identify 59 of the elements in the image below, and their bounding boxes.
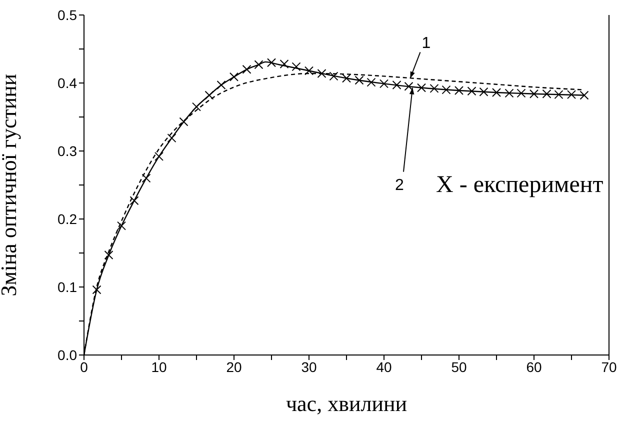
point bbox=[492, 88, 501, 98]
x-axis-title: час, хвилини bbox=[286, 391, 408, 416]
x-tick-label: 20 bbox=[226, 358, 242, 375]
point bbox=[280, 59, 289, 68]
point bbox=[304, 66, 314, 76]
point bbox=[404, 82, 414, 91]
point bbox=[317, 68, 326, 78]
point bbox=[329, 72, 338, 81]
y-axis-title: Зміна оптичної густини bbox=[0, 74, 21, 296]
x-tick-label: 0 bbox=[80, 358, 88, 375]
point bbox=[417, 83, 426, 92]
annotation: 1 bbox=[422, 35, 431, 52]
point bbox=[554, 90, 564, 100]
point bbox=[542, 89, 552, 98]
point bbox=[130, 196, 139, 206]
point bbox=[117, 221, 126, 230]
point bbox=[267, 58, 276, 68]
point bbox=[142, 174, 151, 183]
point bbox=[242, 64, 252, 74]
point bbox=[442, 85, 451, 94]
point bbox=[380, 79, 388, 88]
x-tick-label: 30 bbox=[301, 358, 317, 375]
point bbox=[192, 102, 201, 112]
point bbox=[92, 285, 102, 294]
y-tick-label: 0.0 bbox=[58, 346, 78, 363]
point bbox=[454, 86, 464, 95]
y-tick-label: 0.3 bbox=[58, 142, 78, 159]
point bbox=[342, 74, 351, 83]
x-tick-label: 50 bbox=[451, 358, 467, 375]
point bbox=[292, 62, 301, 72]
y-tick-label: 0.5 bbox=[58, 6, 78, 23]
point bbox=[204, 90, 214, 100]
point bbox=[479, 87, 488, 96]
point bbox=[354, 76, 364, 85]
point bbox=[467, 86, 476, 96]
y-tick-label: 0.4 bbox=[58, 74, 78, 91]
x-tick-label: 10 bbox=[151, 358, 167, 375]
point bbox=[430, 84, 439, 93]
point bbox=[504, 88, 514, 98]
point bbox=[567, 90, 576, 100]
point bbox=[530, 89, 538, 98]
annotation: 2 bbox=[395, 176, 404, 194]
x-tick-label: 70 bbox=[601, 358, 617, 375]
point bbox=[230, 72, 238, 82]
point bbox=[179, 117, 188, 126]
point bbox=[254, 60, 264, 70]
x-tick-label: 40 bbox=[376, 358, 392, 375]
point bbox=[104, 250, 114, 260]
point bbox=[216, 80, 226, 90]
annotation: X - експеримент bbox=[436, 172, 604, 199]
point bbox=[580, 90, 589, 100]
point bbox=[366, 78, 376, 87]
y-tick-label: 0.2 bbox=[58, 210, 78, 227]
y-tick-label: 0.1 bbox=[58, 278, 78, 295]
point bbox=[154, 152, 164, 161]
x-tick-label: 60 bbox=[526, 358, 542, 375]
point bbox=[167, 134, 176, 143]
point bbox=[392, 80, 402, 90]
point bbox=[516, 88, 526, 98]
